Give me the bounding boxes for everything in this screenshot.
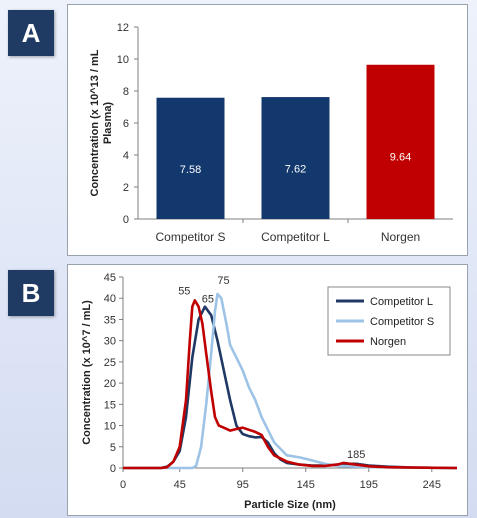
chart-a-box: 0 2 4 6 8 10 12 7.58 Competitor S 7.62 Competitor … — [67, 4, 468, 256]
x-tick-label: Competitor S — [155, 230, 225, 244]
y-axis-title-line: Concentration (x 10^13 / mL — [89, 49, 101, 196]
y-tick-label: 2 — [123, 182, 129, 194]
y-tick-label: 40 — [104, 293, 116, 305]
x-tick-label: 45 — [174, 479, 186, 491]
chart-b-box: 0 5 10 15 20 25 30 35 40 45 0 45 95 145 195 245 55 65 75 18… — [67, 264, 468, 516]
chart-a-svg: 0 2 4 6 8 10 12 7.58 Competitor S 7.62 Competitor … — [89, 22, 453, 244]
panel-label-a: A — [8, 10, 54, 56]
bar-value-label: 9.64 — [390, 151, 411, 163]
x-tick-label: 145 — [297, 479, 315, 491]
y-axis-title: Concentration (x 10^13 / mLPlasma) — [89, 49, 114, 196]
bar — [261, 97, 330, 219]
y-axis-title: Concentration (x 10^7 / mL) — [81, 300, 93, 445]
bar — [366, 64, 435, 219]
y-tick-label: 8 — [123, 86, 129, 98]
x-tick-label: 245 — [423, 479, 441, 491]
legend-label: Competitor L — [370, 296, 433, 308]
y-tick-label: 10 — [104, 421, 116, 433]
peak-annotation: 55 — [178, 285, 190, 297]
y-tick-label: 35 — [104, 314, 116, 326]
y-tick-label: 15 — [104, 399, 116, 411]
peak-annotation: 185 — [347, 449, 365, 461]
legend-label: Competitor S — [370, 316, 434, 328]
y-tick-label: 30 — [104, 336, 116, 348]
y-tick-label: 20 — [104, 378, 116, 390]
x-tick-label: Norgen — [381, 230, 420, 244]
y-tick-label: 12 — [117, 22, 129, 34]
y-tick-label: 25 — [104, 357, 116, 369]
y-tick-label: 0 — [110, 463, 116, 475]
bar-value-label: 7.62 — [285, 164, 306, 176]
y-axis-title-line: Plasma) — [102, 102, 114, 145]
y-tick-label: 45 — [104, 272, 116, 284]
x-tick-label: 95 — [237, 479, 249, 491]
peak-annotation: 75 — [217, 275, 229, 287]
y-tick-label: 4 — [123, 150, 129, 162]
y-tick-label: 10 — [117, 54, 129, 66]
bar-value-label: 7.58 — [180, 164, 201, 176]
series-line — [123, 299, 458, 470]
x-tick-label: 0 — [120, 479, 126, 491]
y-tick-label: 6 — [123, 118, 129, 130]
legend-label: Norgen — [370, 336, 406, 348]
x-tick-label: 195 — [360, 479, 378, 491]
x-axis-title: Particle Size (nm) — [244, 499, 336, 511]
x-tick-label: Competitor L — [261, 230, 330, 244]
y-tick-label: 5 — [110, 442, 116, 454]
peak-annotation: 65 — [202, 294, 214, 306]
y-tick-label: 0 — [123, 214, 129, 226]
bar — [156, 97, 225, 219]
panel-label-b: B — [8, 270, 54, 316]
